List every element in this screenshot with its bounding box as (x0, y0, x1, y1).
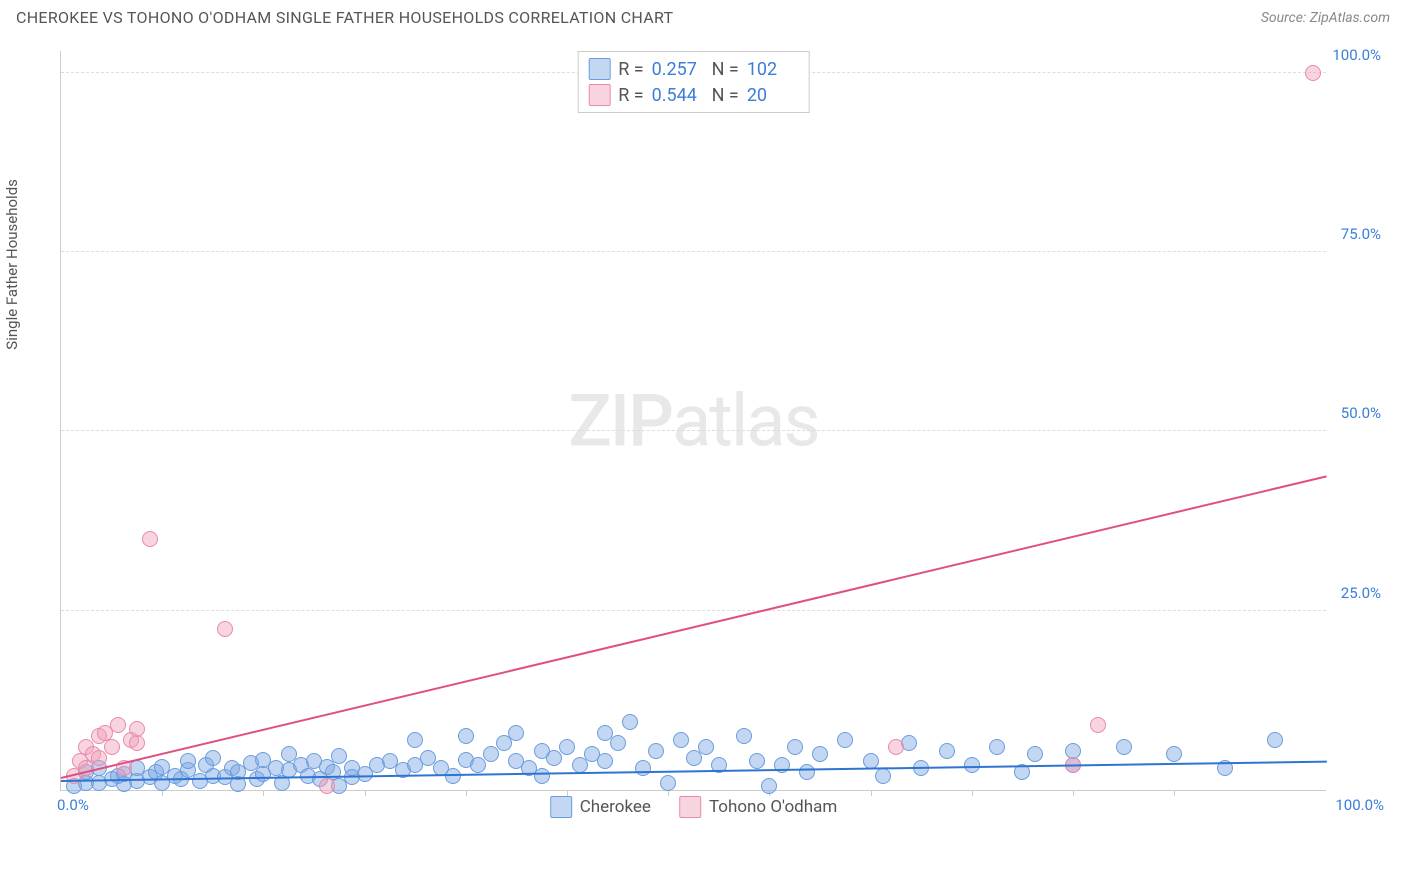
r-value-2: 0.544 (652, 85, 704, 106)
scatter-point (407, 732, 423, 748)
gridline (61, 430, 1326, 431)
x-tick (668, 790, 669, 796)
y-axis-label: Single Father Households (3, 179, 21, 350)
chart-container: Single Father Households ZIPatlas R = 0.… (50, 31, 1386, 821)
scatter-point (1305, 65, 1321, 81)
n-label: N = (712, 59, 739, 80)
trend-line (61, 475, 1327, 779)
x-tick (365, 790, 366, 796)
scatter-point (205, 750, 221, 766)
scatter-point (508, 725, 524, 741)
scatter-point (673, 732, 689, 748)
x-tick (871, 790, 872, 796)
scatter-point (1090, 717, 1106, 733)
y-tick-label: 50.0% (1341, 404, 1381, 422)
scatter-point (989, 739, 1005, 755)
y-tick-label: 25.0% (1341, 584, 1381, 602)
scatter-point (1166, 746, 1182, 762)
bottom-legend: Cherokee Tohono O'odham (550, 796, 838, 818)
scatter-point (964, 757, 980, 773)
scatter-point (648, 743, 664, 759)
scatter-point (660, 775, 676, 791)
legend-swatch-tohono-2 (679, 796, 701, 818)
r-label-2: R = (618, 85, 643, 106)
gridline (61, 610, 1326, 611)
scatter-point (1027, 746, 1043, 762)
legend-label-cherokee: Cherokee (580, 797, 651, 817)
x-tick (1174, 790, 1175, 796)
scatter-point (180, 753, 196, 769)
watermark: ZIPatlas (568, 378, 818, 463)
scatter-point (319, 778, 335, 794)
x-tick-max: 100.0% (1335, 796, 1384, 814)
scatter-point (736, 728, 752, 744)
x-tick (263, 790, 264, 796)
scatter-point (939, 743, 955, 759)
chart-title: CHEROKEE VS TOHONO O'ODHAM SINGLE FATHER… (16, 8, 673, 27)
legend-label-tohono: Tohono O'odham (709, 797, 837, 817)
gridline (61, 251, 1326, 252)
stats-row-2: R = 0.544 N = 20 (588, 82, 799, 108)
x-tick (1073, 790, 1074, 796)
scatter-point (331, 748, 347, 764)
scatter-point (534, 768, 550, 784)
scatter-point (812, 746, 828, 762)
scatter-point (1267, 732, 1283, 748)
scatter-point (622, 714, 638, 730)
scatter-point (610, 735, 626, 751)
scatter-point (104, 739, 120, 755)
plot-area: ZIPatlas R = 0.257 N = 102 R = 0.544 N =… (60, 51, 1326, 791)
source-attribution: Source: ZipAtlas.com (1261, 10, 1390, 26)
scatter-point (1116, 739, 1132, 755)
scatter-point (129, 721, 145, 737)
scatter-point (635, 760, 651, 776)
legend-item-cherokee: Cherokee (550, 796, 651, 818)
watermark-atlas: atlas (672, 378, 819, 463)
legend-item-tohono: Tohono O'odham (679, 796, 837, 818)
x-tick (162, 790, 163, 796)
x-tick (567, 790, 568, 796)
scatter-point (888, 739, 904, 755)
scatter-point (761, 778, 777, 794)
legend-swatch-cherokee (588, 58, 610, 80)
scatter-point (787, 739, 803, 755)
legend-swatch-cherokee-2 (550, 796, 572, 818)
scatter-point (142, 531, 158, 547)
n-value-1: 102 (747, 59, 799, 80)
r-label: R = (618, 59, 643, 80)
x-tick-min: 0.0% (57, 796, 89, 814)
r-value-1: 0.257 (652, 59, 704, 80)
scatter-point (110, 717, 126, 733)
scatter-point (217, 621, 233, 637)
scatter-point (597, 753, 613, 769)
y-tick-label: 75.0% (1341, 225, 1381, 243)
scatter-point (749, 753, 765, 769)
scatter-point (698, 739, 714, 755)
n-value-2: 20 (747, 85, 777, 106)
scatter-point (837, 732, 853, 748)
scatter-point (875, 768, 891, 784)
stats-legend: R = 0.257 N = 102 R = 0.544 N = 20 (577, 51, 810, 113)
y-tick-label: 100.0% (1332, 46, 1381, 64)
stats-row-1: R = 0.257 N = 102 (588, 56, 799, 82)
scatter-point (129, 735, 145, 751)
n-label-2: N = (712, 85, 739, 106)
scatter-point (458, 728, 474, 744)
legend-swatch-tohono (588, 84, 610, 106)
x-tick (466, 790, 467, 796)
scatter-point (799, 764, 815, 780)
x-tick (972, 790, 973, 796)
scatter-point (559, 739, 575, 755)
watermark-zip: ZIP (568, 378, 672, 463)
